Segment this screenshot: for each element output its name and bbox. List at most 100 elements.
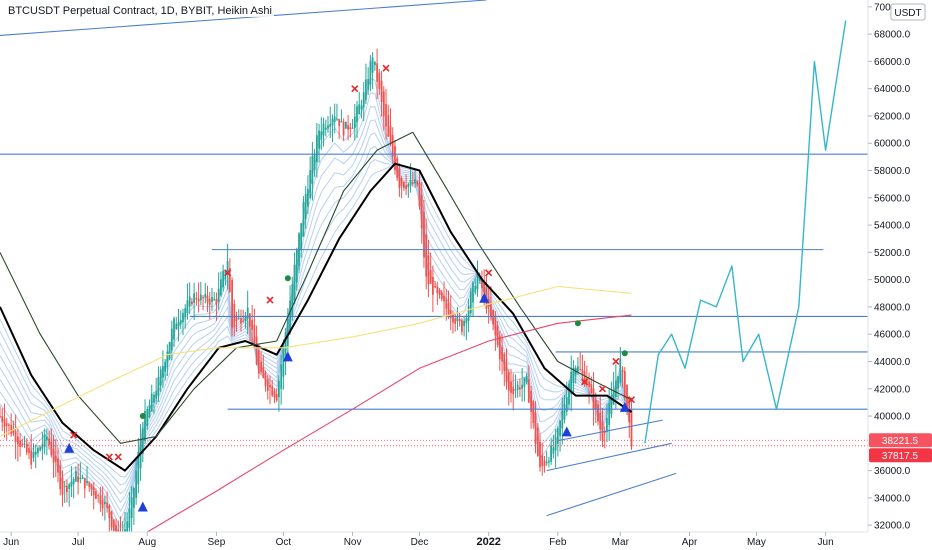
candle-body [333, 116, 336, 122]
candle-body [556, 428, 559, 444]
candle-body [81, 477, 84, 479]
candle-body [264, 372, 267, 386]
time-tick-label: Jul [72, 537, 85, 548]
candle-body [179, 320, 182, 325]
price-tick-label: 48000.0 [874, 302, 911, 313]
candle-body [211, 297, 213, 302]
dot-marker [139, 413, 146, 420]
candle-body [414, 179, 416, 184]
candle-body [420, 194, 423, 229]
trend-line [546, 472, 677, 517]
candle-body [99, 495, 102, 505]
candle-body [461, 320, 463, 332]
candle-body [220, 279, 222, 296]
candle-body [621, 370, 624, 372]
candle-body [10, 425, 13, 434]
candle-body [394, 146, 396, 171]
candle-body [389, 125, 392, 145]
time-axis-panel[interactable] [0, 532, 868, 550]
candle-body [271, 386, 274, 396]
candle-body [144, 411, 146, 442]
candle-body [347, 125, 349, 130]
candle-body [376, 63, 378, 82]
candle-body [548, 460, 550, 463]
candle-body [563, 404, 566, 420]
candle-body [438, 289, 441, 295]
candle-body [97, 495, 100, 497]
candle-body [597, 404, 599, 422]
price-label-text: 38221.5 [882, 436, 919, 447]
candle-body [342, 121, 345, 136]
candle-body [148, 405, 151, 418]
sell-marker [351, 85, 359, 93]
candle-body [577, 366, 579, 372]
candle-body [153, 395, 155, 403]
candle-body [155, 391, 158, 399]
candle-body [309, 170, 312, 198]
candle-body [37, 447, 39, 454]
candle-body [313, 154, 316, 170]
candle-body [391, 135, 394, 158]
dot-marker [574, 320, 581, 327]
candle-body [498, 335, 501, 360]
chart-title: BTCUSDT Perpetual Contract, 1D, BYBIT, H… [6, 5, 274, 17]
candle-body [463, 320, 465, 327]
candle-body [182, 313, 184, 323]
candle-body [104, 501, 106, 505]
candle-body [623, 371, 626, 399]
candle-body [0, 416, 1, 418]
candle-body [501, 347, 503, 362]
candle-body [186, 300, 189, 313]
drawing-lines[interactable] [0, 0, 868, 517]
series-line [0, 162, 633, 472]
candle-body [610, 395, 613, 414]
candle-body [585, 377, 588, 385]
candle-body [255, 336, 258, 365]
candle-body [34, 451, 37, 455]
candle-body [293, 264, 296, 301]
candle-body [447, 303, 450, 316]
candle-body [445, 298, 448, 309]
candle-body [559, 420, 561, 436]
candle-body [345, 121, 347, 129]
candle-body [374, 61, 376, 66]
candle-body [307, 189, 309, 207]
series-line [147, 314, 632, 533]
candle-body [257, 350, 260, 374]
time-tick-label: Nov [344, 537, 362, 548]
candle-body [626, 384, 628, 409]
candle-body [246, 307, 249, 320]
candle-body [28, 448, 30, 453]
candle-body [382, 91, 385, 117]
candle-body [458, 319, 461, 322]
candle-body [215, 299, 218, 305]
buy-marker [479, 292, 490, 303]
candle-body [112, 519, 115, 531]
time-tick-label: Mar [612, 537, 630, 548]
candle-body [367, 79, 370, 90]
candle-body [465, 317, 468, 324]
candle-body [231, 279, 233, 328]
time-tick-label: Sep [208, 537, 226, 548]
candle-body [233, 303, 236, 328]
candle-body [278, 380, 280, 398]
candle-body [536, 428, 539, 456]
candle-body [101, 499, 104, 509]
time-tick-label: Aug [138, 537, 156, 548]
heikin-ashi-candles [0, 48, 633, 550]
candle-body [23, 443, 26, 445]
candle-body [429, 269, 432, 284]
candle-body [295, 249, 298, 283]
currency-badge[interactable] [890, 3, 926, 21]
candle-body [351, 127, 354, 129]
candle-body [173, 318, 175, 340]
candle-body [440, 292, 443, 300]
candle-body [329, 124, 332, 127]
price-tick-label: 56000.0 [874, 193, 911, 204]
price-tick-label: 34000.0 [874, 493, 911, 504]
candle-body [525, 376, 528, 383]
price-tick-label: 60000.0 [874, 139, 911, 150]
trend-line [557, 419, 663, 442]
